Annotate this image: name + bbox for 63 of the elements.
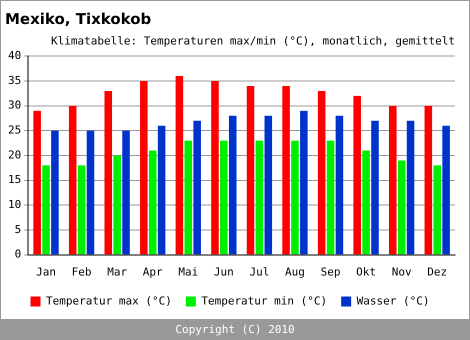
legend-label: Temperatur min (°C) — [201, 294, 328, 308]
bar — [282, 86, 290, 254]
x-tick-label: Jul — [249, 265, 270, 278]
bar — [122, 130, 130, 254]
bar — [104, 90, 112, 254]
bar — [228, 116, 237, 254]
bar — [158, 126, 166, 254]
legend-label: Temperatur max (°C) — [46, 294, 172, 308]
x-tick-label: Sep — [320, 265, 340, 278]
bar — [371, 120, 379, 254]
bar — [78, 165, 86, 254]
bar — [362, 150, 370, 254]
bar — [300, 110, 308, 254]
bar — [220, 140, 228, 254]
bar — [336, 116, 344, 254]
bar — [193, 120, 201, 254]
y-tick-label: 10 — [8, 198, 22, 212]
bar — [246, 86, 254, 254]
x-tick-label: Mar — [107, 265, 128, 278]
x-tick-label: Apr — [142, 265, 164, 278]
legend-label: Wasser (°C) — [356, 294, 430, 308]
y-tick-label: 20 — [8, 148, 22, 162]
bar — [433, 165, 441, 254]
y-tick-label: 5 — [14, 222, 22, 236]
x-tick-label: Okt — [356, 265, 376, 278]
bar — [424, 106, 432, 254]
bar — [406, 120, 414, 254]
y-tick-label: 40 — [8, 49, 22, 62]
bar — [68, 106, 76, 254]
x-tick-label: Jan — [36, 265, 56, 278]
text: Copyright (C) 2010 — [175, 322, 295, 336]
bar — [442, 126, 450, 254]
bar — [113, 156, 121, 254]
bar — [291, 140, 299, 254]
x-tick-label: Jun — [214, 265, 234, 278]
bar — [42, 165, 50, 254]
bar — [176, 76, 184, 254]
bar — [148, 150, 156, 254]
bar — [140, 81, 148, 254]
bar — [184, 140, 192, 254]
bar — [353, 96, 361, 254]
chart-subtitle: Klimatabelle: Temperaturen max/min (°C), monatlich, gemittelt — [51, 34, 455, 48]
y-tick-label: 15 — [8, 173, 22, 186]
bar — [388, 106, 397, 254]
bar — [398, 160, 406, 254]
chart-title: Mexiko, Tixkokob — [5, 10, 152, 28]
bar — [256, 140, 264, 254]
bar — [318, 90, 326, 254]
bar — [51, 130, 59, 254]
y-tick-label: 25 — [8, 124, 22, 137]
bar — [86, 130, 94, 254]
bar — [33, 110, 41, 254]
x-tick-label: Nov — [392, 265, 412, 278]
bar — [211, 81, 219, 254]
y-tick-label: 0 — [14, 248, 22, 261]
y-tick-label: 30 — [8, 98, 22, 112]
x-tick-label: Mai — [178, 265, 198, 278]
y-tick-label: 35 — [8, 74, 22, 87]
bar — [264, 116, 272, 254]
bar — [326, 140, 334, 254]
x-tick-label: Aug — [285, 265, 305, 278]
x-tick-label: Dez — [427, 265, 448, 278]
x-tick-label: Feb — [72, 265, 92, 278]
